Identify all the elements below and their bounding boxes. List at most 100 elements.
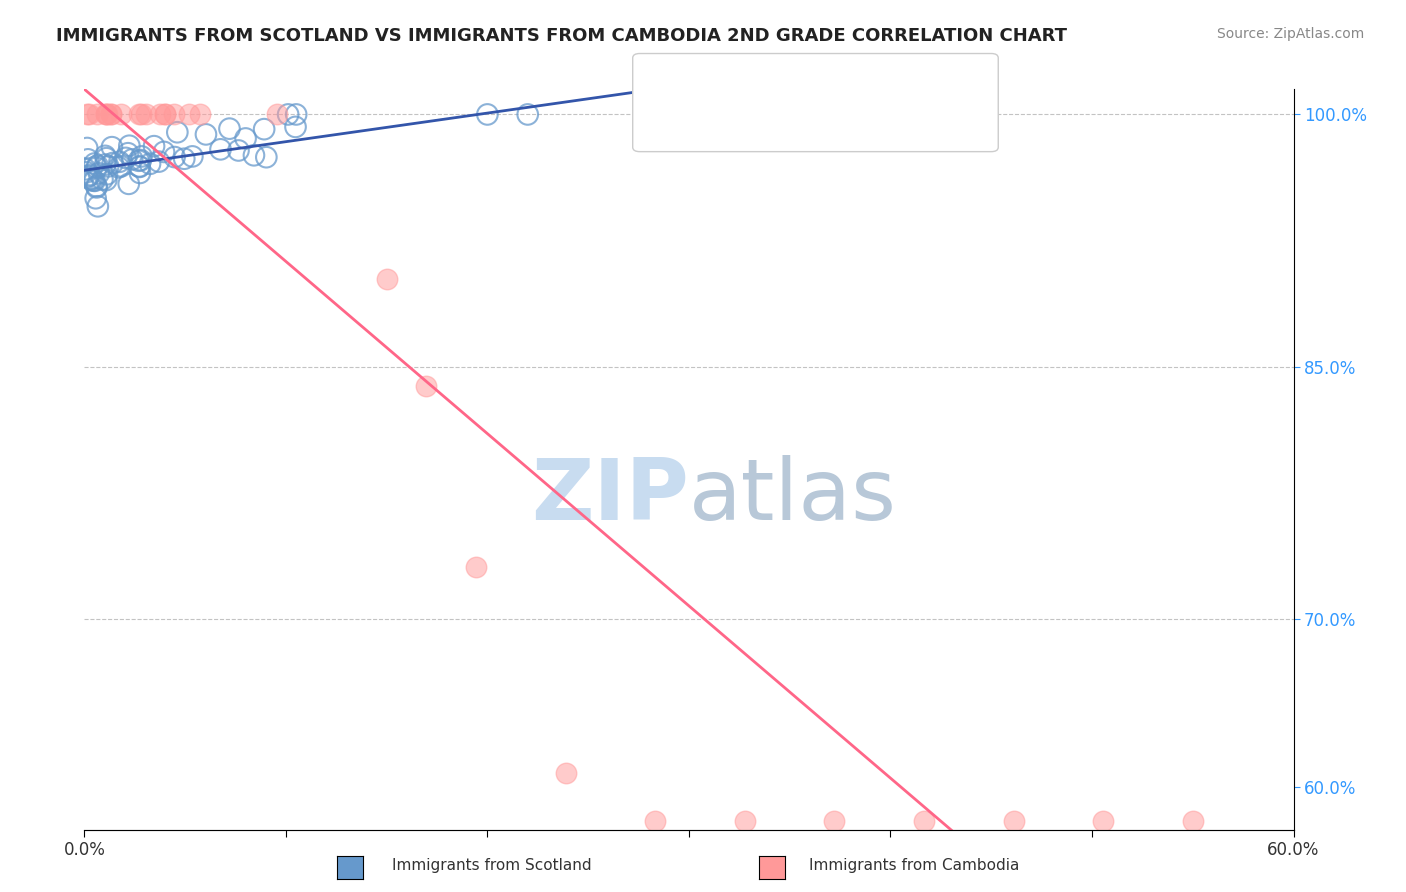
Point xyxy=(77,107,100,121)
Point xyxy=(139,157,162,171)
Point xyxy=(82,172,104,186)
Point xyxy=(101,140,124,154)
Point xyxy=(100,107,122,121)
Point xyxy=(253,122,276,136)
Point xyxy=(117,146,139,161)
Point xyxy=(128,107,150,121)
Point xyxy=(155,107,177,121)
Point xyxy=(1092,814,1115,829)
Point xyxy=(128,153,150,168)
Point xyxy=(114,151,136,165)
Point xyxy=(644,814,666,829)
Point xyxy=(129,166,152,180)
Point xyxy=(163,107,186,121)
Text: ZIP: ZIP xyxy=(531,455,689,538)
Point xyxy=(82,174,104,188)
Point xyxy=(148,154,170,169)
Point xyxy=(678,107,700,121)
Point xyxy=(76,170,98,185)
Point xyxy=(235,131,257,145)
Point xyxy=(153,107,176,121)
Point xyxy=(166,125,188,139)
Point xyxy=(77,169,100,183)
Point xyxy=(96,107,118,121)
Point xyxy=(375,271,398,285)
Point xyxy=(100,107,122,121)
Point xyxy=(86,161,108,175)
Point xyxy=(284,120,307,134)
Point xyxy=(824,814,846,829)
Point xyxy=(1002,814,1025,829)
Point xyxy=(83,156,105,170)
Point xyxy=(285,107,308,121)
Point xyxy=(121,153,143,167)
Point xyxy=(77,153,100,167)
Text: Immigrants from Scotland: Immigrants from Scotland xyxy=(392,858,592,872)
Point xyxy=(415,379,437,393)
Point xyxy=(266,107,288,121)
Point xyxy=(84,191,107,205)
Point xyxy=(86,180,108,194)
Text: Source: ZipAtlas.com: Source: ZipAtlas.com xyxy=(1216,27,1364,41)
Point xyxy=(76,165,98,179)
Point xyxy=(96,167,118,181)
Point xyxy=(94,149,117,163)
Point xyxy=(108,154,131,169)
Point xyxy=(76,107,98,121)
Point xyxy=(79,172,101,186)
Point xyxy=(209,142,232,156)
Point xyxy=(465,559,488,574)
Point xyxy=(79,168,101,182)
Point xyxy=(91,172,114,186)
Point xyxy=(96,107,118,121)
Point xyxy=(912,814,935,829)
Point xyxy=(143,139,166,153)
Point xyxy=(477,107,499,121)
Text: R = -0.915    N = 30: R = -0.915 N = 30 xyxy=(693,105,876,123)
Point xyxy=(86,159,108,173)
Point xyxy=(75,162,97,177)
Text: IMMIGRANTS FROM SCOTLAND VS IMMIGRANTS FROM CAMBODIA 2ND GRADE CORRELATION CHART: IMMIGRANTS FROM SCOTLAND VS IMMIGRANTS F… xyxy=(56,27,1067,45)
Point xyxy=(83,174,105,188)
Point xyxy=(86,107,108,121)
Text: atlas: atlas xyxy=(689,455,897,538)
Point xyxy=(118,177,141,191)
Point xyxy=(118,138,141,153)
Point xyxy=(243,148,266,162)
Point xyxy=(96,151,118,165)
Point xyxy=(86,179,108,194)
Point xyxy=(129,107,152,121)
Point xyxy=(107,161,129,175)
Point xyxy=(516,107,538,121)
Point xyxy=(218,121,240,136)
Point xyxy=(181,149,204,163)
Point xyxy=(110,107,132,121)
Point xyxy=(163,150,186,164)
Point xyxy=(173,152,195,166)
Point xyxy=(1181,814,1204,829)
Point xyxy=(131,149,153,163)
Point xyxy=(135,107,157,121)
Point xyxy=(153,145,176,159)
Point xyxy=(96,107,118,121)
Point xyxy=(76,141,98,155)
Point xyxy=(188,107,211,121)
Point xyxy=(128,160,150,174)
Point xyxy=(129,153,152,168)
Point xyxy=(96,173,118,187)
Point xyxy=(87,166,110,180)
Point xyxy=(554,766,576,780)
Point xyxy=(97,160,120,174)
Point xyxy=(194,128,217,142)
Point xyxy=(277,107,299,121)
Point xyxy=(734,814,756,829)
Point xyxy=(110,159,132,173)
Point xyxy=(254,150,277,164)
Point xyxy=(128,160,150,174)
Text: R =  0.288    N = 64: R = 0.288 N = 64 xyxy=(693,74,875,92)
Point xyxy=(228,144,250,158)
Point xyxy=(101,156,124,170)
Point xyxy=(87,199,110,213)
Point xyxy=(179,107,201,121)
Point xyxy=(149,107,172,121)
